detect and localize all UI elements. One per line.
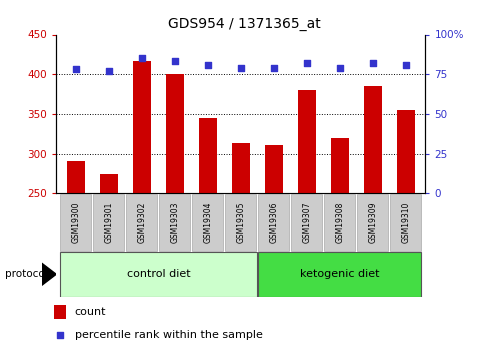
Point <box>72 67 80 72</box>
Bar <box>363 86 381 193</box>
Text: protocol: protocol <box>5 269 47 279</box>
Polygon shape <box>41 263 56 286</box>
Bar <box>330 138 348 193</box>
Text: GSM19303: GSM19303 <box>170 202 179 243</box>
Bar <box>159 194 190 251</box>
Text: GDS954 / 1371365_at: GDS954 / 1371365_at <box>168 17 320 31</box>
Text: GSM19306: GSM19306 <box>269 202 278 243</box>
Bar <box>258 252 421 297</box>
Point <box>401 62 409 67</box>
Bar <box>224 194 256 251</box>
Bar <box>389 194 420 251</box>
Text: GSM19301: GSM19301 <box>104 202 113 243</box>
Point <box>368 60 376 66</box>
Bar <box>67 161 85 193</box>
Text: GSM19307: GSM19307 <box>302 202 311 243</box>
Point <box>171 59 179 64</box>
Bar <box>133 61 151 193</box>
Point <box>269 65 277 71</box>
Text: GSM19302: GSM19302 <box>137 202 146 243</box>
Point <box>105 68 113 74</box>
Text: GSM19308: GSM19308 <box>335 202 344 243</box>
Point <box>236 65 244 71</box>
Bar <box>264 145 282 193</box>
Bar <box>60 252 256 297</box>
Bar <box>60 194 91 251</box>
Bar <box>199 118 217 193</box>
Point <box>335 65 343 71</box>
Bar <box>100 174 118 193</box>
Bar <box>93 194 124 251</box>
Bar <box>396 110 414 193</box>
Bar <box>126 194 157 251</box>
Bar <box>323 194 354 251</box>
Point <box>56 332 64 338</box>
Point <box>302 60 310 66</box>
Bar <box>54 305 66 319</box>
Text: GSM19305: GSM19305 <box>236 202 245 243</box>
Text: GSM19309: GSM19309 <box>367 202 376 243</box>
Text: GSM19310: GSM19310 <box>400 202 409 243</box>
Bar <box>165 74 183 193</box>
Point <box>203 62 211 67</box>
Bar <box>231 143 249 193</box>
Bar <box>192 194 223 251</box>
Point <box>138 56 145 61</box>
Text: GSM19304: GSM19304 <box>203 202 212 243</box>
Bar <box>297 90 315 193</box>
Bar <box>258 194 288 251</box>
Text: control diet: control diet <box>126 269 190 279</box>
Text: ketogenic diet: ketogenic diet <box>299 269 379 279</box>
Bar <box>290 194 321 251</box>
Text: GSM19300: GSM19300 <box>71 202 81 243</box>
Bar <box>356 194 387 251</box>
Text: count: count <box>74 307 106 317</box>
Text: percentile rank within the sample: percentile rank within the sample <box>74 330 262 340</box>
